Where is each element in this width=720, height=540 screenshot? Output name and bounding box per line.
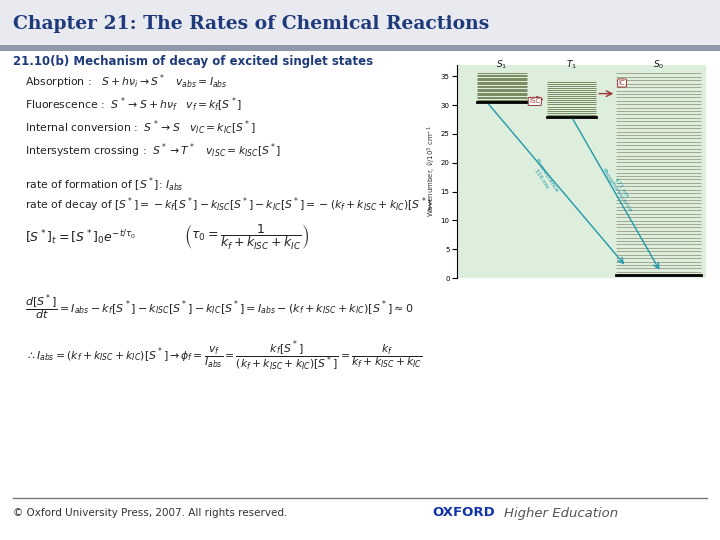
Text: 471 nm
Phosphorescence: 471 nm Phosphorescence (600, 164, 637, 213)
Y-axis label: Wavenumber, $\tilde{\nu}$/10$^3$ cm$^{-1}$: Wavenumber, $\tilde{\nu}$/10$^3$ cm$^{-1… (426, 126, 438, 217)
Text: $\dfrac{d[S^*]}{dt}=I_{abs}-k_f[S^*]-k_{ISC}[S^*]-k_{IC}[S^*]=I_{abs}-(k_f+k_{IS: $\dfrac{d[S^*]}{dt}=I_{abs}-k_f[S^*]-k_{… (25, 293, 414, 323)
Text: IC: IC (618, 80, 626, 86)
Text: $\left(\tau_0=\dfrac{1}{k_f+k_{ISC}+k_{IC}}\right)$: $\left(\tau_0=\dfrac{1}{k_f+k_{ISC}+k_{I… (184, 223, 309, 252)
Text: $S_1$: $S_1$ (496, 59, 508, 71)
Text: $\therefore I_{abs}=(k_f+k_{ISC}+k_{IC})[S^*]\rightarrow\phi_f=\dfrac{v_f}{I_{ab: $\therefore I_{abs}=(k_f+k_{ISC}+k_{IC})… (25, 340, 423, 373)
Text: © Oxford University Press, 2007. All rights reserved.: © Oxford University Press, 2007. All rig… (13, 508, 287, 518)
Text: $S_0$: $S_0$ (653, 59, 664, 71)
Text: Absorption :   $S+h\nu_i \rightarrow S^*$   $v_{abs}=I_{abs}$: Absorption : $S+h\nu_i \rightarrow S^*$ … (25, 73, 228, 91)
Text: $[S^*]_t=[S^*]_0 e^{-t/\tau_0}$: $[S^*]_t=[S^*]_0 e^{-t/\tau_0}$ (25, 228, 137, 247)
Text: Chapter 21: The Rates of Chemical Reactions: Chapter 21: The Rates of Chemical Reacti… (13, 15, 489, 33)
Text: rate of formation of $[S^*]$: $I_{abs}$: rate of formation of $[S^*]$: $I_{abs}$ (25, 176, 184, 194)
Text: Fluorescence :  $S^*\rightarrow S+h\nu_f$   $v_f=k_f[S^*]$: Fluorescence : $S^*\rightarrow S+h\nu_f$… (25, 96, 242, 114)
Text: Internal conversion :  $S^*\rightarrow S$   $v_{IC}=k_{IC}[S^*]$: Internal conversion : $S^*\rightarrow S$… (25, 118, 256, 137)
Text: $T_1$: $T_1$ (566, 59, 577, 71)
Text: OXFORD: OXFORD (432, 507, 495, 519)
Text: rate of decay of $[S^*]=-k_f[S^*]-k_{ISC}[S^*]-k_{IC}[S^*]=-(k_f+k_{ISC}+k_{IC}): rate of decay of $[S^*]=-k_f[S^*]-k_{ISC… (25, 196, 432, 214)
Text: Fluorescence
316 nm: Fluorescence 316 nm (529, 158, 559, 197)
Text: Higher Education: Higher Education (504, 507, 618, 519)
Text: Intersystem crossing :  $S^*\rightarrow T^*$   $v_{ISC}=k_{ISC}[S^*]$: Intersystem crossing : $S^*\rightarrow T… (25, 142, 282, 160)
Text: 21.10(b) Mechanism of decay of excited singlet states: 21.10(b) Mechanism of decay of excited s… (13, 55, 373, 68)
Text: ISC: ISC (529, 98, 541, 104)
